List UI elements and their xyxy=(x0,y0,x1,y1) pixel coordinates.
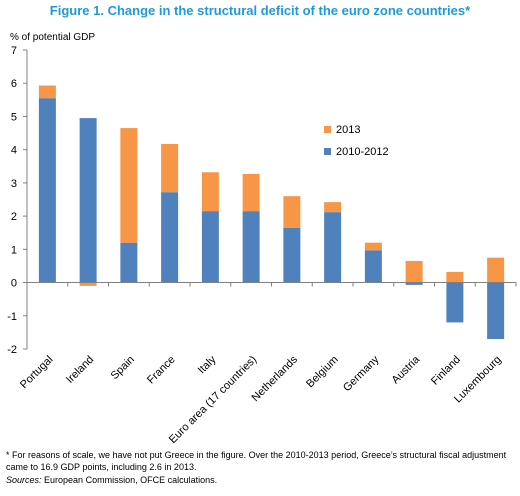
x-tick-label: Spain xyxy=(109,354,137,382)
y-tick-label: 4 xyxy=(11,145,17,157)
bar-segment xyxy=(242,173,260,212)
x-tick-label: France xyxy=(145,354,178,387)
y-tick-label: 7 xyxy=(11,45,17,57)
y-tick-label: 1 xyxy=(11,244,17,256)
bar-segment xyxy=(120,242,138,283)
footnote: * For reasons of scale, we have not put … xyxy=(6,450,507,472)
bar-segment xyxy=(120,128,138,243)
x-tick-label: Portugal xyxy=(18,354,55,391)
sources-line: Sources: European Commission, OFCE calcu… xyxy=(6,475,217,485)
sources-label: Sources: xyxy=(6,475,42,485)
bar-segment xyxy=(487,282,505,340)
bar-segment xyxy=(446,271,464,283)
bar-segment xyxy=(364,250,382,283)
bar-segment xyxy=(324,202,342,213)
y-axis-label: % of potential GDP xyxy=(10,32,95,43)
legend: 2013 2010-2012 xyxy=(324,124,389,158)
bar-segment xyxy=(405,282,423,285)
x-tick-label: Ireland xyxy=(64,354,96,386)
bar-segment xyxy=(283,227,301,283)
legend-swatch xyxy=(324,148,331,155)
x-tick-label: Finland xyxy=(429,354,463,388)
x-tick-label: Italy xyxy=(196,353,219,376)
bar-segment xyxy=(283,196,301,228)
figure-title: Figure 1. Change in the structural defic… xyxy=(49,3,471,18)
bar-segment xyxy=(79,118,97,283)
y-tick-label: 0 xyxy=(11,278,17,290)
bars xyxy=(38,85,505,340)
bar-segment xyxy=(242,211,260,283)
bar-segment xyxy=(405,260,423,283)
bar-segment xyxy=(161,192,179,283)
y-tick-label: -2 xyxy=(7,344,17,356)
y-tick-label: -1 xyxy=(7,311,17,323)
bar-segment xyxy=(487,257,505,283)
legend-label: 2010-2012 xyxy=(336,146,389,158)
sources-text: European Commission, OFCE calculations. xyxy=(41,475,218,485)
bar-segment xyxy=(201,172,219,212)
bar-segment xyxy=(201,211,219,283)
bar-segment xyxy=(79,282,97,286)
x-tick-label: Germany xyxy=(341,353,382,394)
bar-segment xyxy=(364,242,382,251)
x-tick-label: Belgium xyxy=(304,354,341,391)
y-tick-label: 2 xyxy=(11,211,17,223)
y-axis: -2 -1 0 1 2 3 4 5 6 7 xyxy=(7,45,28,356)
legend-label: 2013 xyxy=(336,124,360,136)
x-tick-label: Austria xyxy=(390,353,423,386)
y-tick-label: 5 xyxy=(11,111,17,123)
bar-segment xyxy=(38,98,56,283)
y-tick-label: 6 xyxy=(11,78,17,90)
bar-segment xyxy=(161,144,179,193)
bar-segment xyxy=(446,282,464,323)
bar-segment xyxy=(324,212,342,283)
legend-swatch xyxy=(324,126,331,133)
bar-segment xyxy=(38,85,56,99)
bar-chart: % of potential GDP -2 -1 0 1 2 3 4 5 6 7 Portugal… xyxy=(7,32,517,445)
y-tick-label: 3 xyxy=(11,178,17,190)
